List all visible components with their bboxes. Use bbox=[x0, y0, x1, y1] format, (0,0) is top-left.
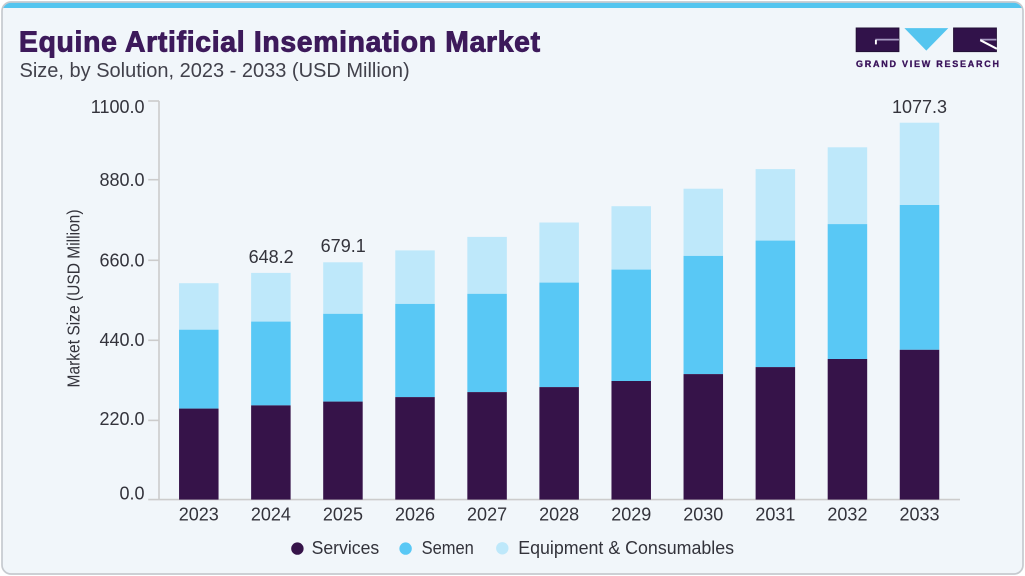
svg-text:1077.3: 1077.3 bbox=[892, 97, 947, 117]
svg-text:2024: 2024 bbox=[251, 505, 291, 525]
svg-text:220.0: 220.0 bbox=[99, 409, 144, 429]
svg-text:Equipment & Consumables: Equipment & Consumables bbox=[518, 538, 734, 558]
svg-text:679.1: 679.1 bbox=[321, 236, 366, 256]
svg-text:2025: 2025 bbox=[323, 505, 363, 525]
svg-text:2026: 2026 bbox=[395, 505, 435, 525]
svg-text:2030: 2030 bbox=[683, 505, 723, 525]
svg-text:Services: Services bbox=[312, 538, 380, 558]
svg-text:880.0: 880.0 bbox=[99, 170, 144, 190]
svg-text:2033: 2033 bbox=[899, 505, 939, 525]
svg-text:2027: 2027 bbox=[467, 505, 507, 525]
svg-text:Size, by Solution, 2023 - 2033: Size, by Solution, 2023 - 2033 (USD Mill… bbox=[20, 60, 410, 82]
svg-text:GRAND VIEW RESEARCH: GRAND VIEW RESEARCH bbox=[856, 59, 1001, 69]
svg-text:2032: 2032 bbox=[827, 505, 867, 525]
svg-text:2029: 2029 bbox=[611, 505, 651, 525]
svg-text:2023: 2023 bbox=[179, 505, 219, 525]
svg-text:440.0: 440.0 bbox=[99, 330, 144, 350]
svg-text:1100.0: 1100.0 bbox=[91, 97, 145, 117]
svg-text:0.0: 0.0 bbox=[119, 484, 144, 504]
svg-text:Semen: Semen bbox=[422, 538, 474, 558]
svg-text:Equine Artificial Insemination: Equine Artificial Insemination Market bbox=[19, 25, 541, 57]
svg-text:Market Size (USD Million): Market Size (USD Million) bbox=[64, 210, 84, 388]
svg-text:2031: 2031 bbox=[755, 505, 795, 525]
svg-text:660.0: 660.0 bbox=[99, 250, 144, 270]
svg-text:2028: 2028 bbox=[539, 505, 579, 525]
svg-text:648.2: 648.2 bbox=[249, 247, 294, 267]
